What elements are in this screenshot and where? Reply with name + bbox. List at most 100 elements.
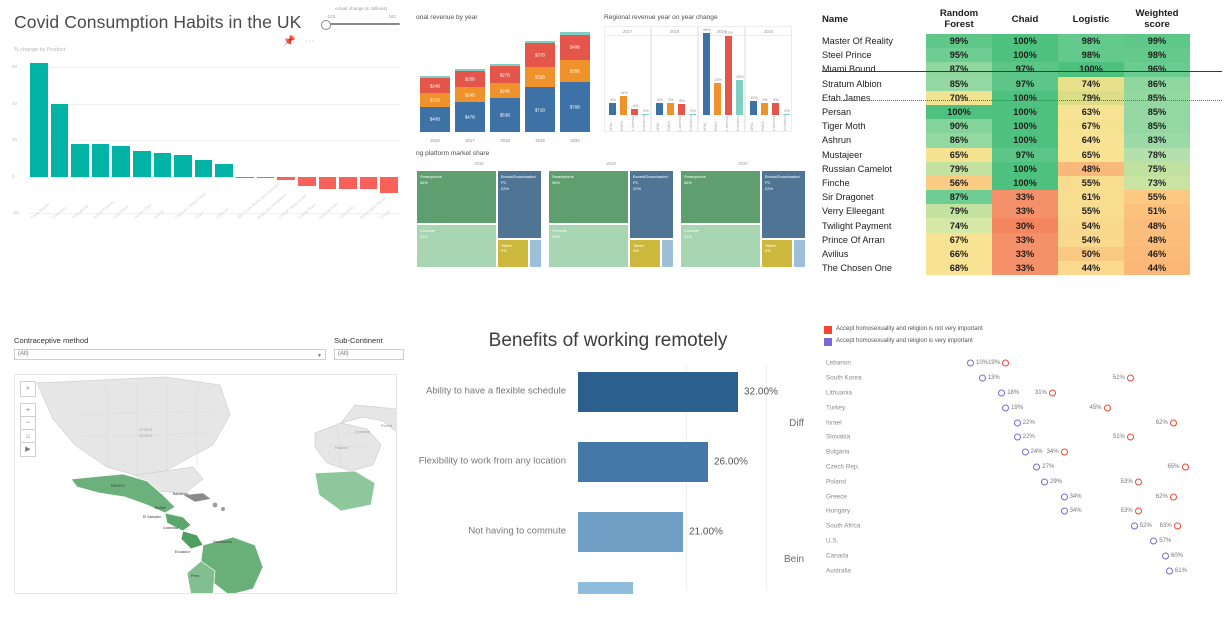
bar-column[interactable] bbox=[297, 58, 316, 213]
bar-column[interactable] bbox=[153, 58, 172, 213]
bar[interactable] bbox=[761, 102, 768, 115]
treemap-tile[interactable]: Console 32% bbox=[548, 223, 629, 268]
bar-column[interactable] bbox=[380, 58, 398, 213]
pin-icon[interactable]: 📌 bbox=[283, 36, 296, 47]
treemap-tile[interactable] bbox=[792, 238, 806, 268]
bar-column[interactable] bbox=[318, 58, 337, 213]
bar-row[interactable]: Not having to commute 21.00% bbox=[408, 504, 808, 560]
dot-row[interactable]: South Africa 52% 63% bbox=[808, 519, 1224, 534]
bar-column[interactable] bbox=[91, 58, 110, 213]
bar[interactable] bbox=[256, 176, 275, 179]
dot-row[interactable]: Lithuania 18% 31% bbox=[808, 386, 1224, 401]
data-point[interactable] bbox=[1134, 478, 1142, 486]
bar[interactable] bbox=[277, 176, 295, 181]
gallery-tile-video-games[interactable]: onal revenue by year Regional revenue ye… bbox=[408, 0, 808, 278]
bar-column[interactable] bbox=[30, 58, 48, 213]
data-point[interactable] bbox=[1126, 433, 1134, 441]
gallery-tile-contraceptive[interactable]: Contraceptive method (All) ▼ Sub-Contine… bbox=[0, 316, 408, 594]
treemap-tile[interactable]: Smartphone 36% bbox=[416, 170, 497, 224]
map-pan-icon[interactable]: ▶ bbox=[20, 442, 36, 457]
treemap-tile[interactable]: Boxed/Downloaded PC 22% bbox=[497, 170, 542, 239]
table-row[interactable]: Twilight Payment 74% 30% 54% 48% bbox=[822, 218, 1190, 233]
bar[interactable] bbox=[30, 63, 48, 177]
data-point[interactable] bbox=[1173, 522, 1181, 530]
bar[interactable] bbox=[215, 163, 234, 177]
bar[interactable] bbox=[689, 114, 696, 115]
bar[interactable] bbox=[783, 114, 790, 115]
bar[interactable] bbox=[112, 145, 131, 177]
treemap-tile[interactable] bbox=[660, 238, 674, 268]
slider-handle[interactable] bbox=[321, 20, 331, 30]
data-point[interactable] bbox=[1126, 374, 1134, 382]
bar[interactable] bbox=[667, 102, 674, 115]
treemap-tile[interactable]: Smartphone 36% bbox=[548, 170, 629, 224]
dot-row[interactable]: Australia 61% bbox=[808, 563, 1224, 578]
data-point[interactable] bbox=[1002, 404, 1010, 412]
bar-column[interactable] bbox=[256, 58, 275, 213]
data-point[interactable] bbox=[1150, 537, 1158, 545]
bar[interactable] bbox=[578, 512, 683, 552]
bar-column[interactable] bbox=[339, 58, 357, 213]
table-column-header[interactable]: Logistic bbox=[1072, 13, 1110, 25]
bar[interactable] bbox=[50, 103, 69, 177]
chevron-down-icon[interactable]: ▼ bbox=[317, 353, 322, 359]
table-column-header[interactable]: Weighted score bbox=[1135, 8, 1179, 30]
dot-row[interactable]: Turkey 19% 45% bbox=[808, 400, 1224, 415]
bar[interactable] bbox=[703, 33, 710, 115]
panel1-actions[interactable]: 📌 ⋯ bbox=[283, 36, 323, 47]
table-row[interactable]: Finche 56% 100% 55% 73% bbox=[822, 175, 1190, 191]
table-row[interactable]: Ashrun 86% 100% 64% 83% bbox=[822, 133, 1190, 148]
bar-row[interactable]: Ability to have a flexible schedule 32.00… bbox=[408, 364, 808, 420]
data-point[interactable] bbox=[1169, 493, 1177, 501]
data-point[interactable] bbox=[1162, 552, 1169, 560]
data-point[interactable] bbox=[1041, 478, 1049, 486]
table-row[interactable]: The Chosen One 68% 33% 44% 44% bbox=[822, 261, 1190, 276]
table-row[interactable]: Steel Prince 95% 100% 98% 98% bbox=[822, 48, 1190, 63]
table-row[interactable]: Mustajeer 65% 97% 65% 78% bbox=[822, 147, 1190, 162]
bar[interactable] bbox=[153, 152, 172, 177]
data-point[interactable] bbox=[1013, 433, 1021, 441]
bar[interactable] bbox=[714, 83, 721, 115]
bar[interactable] bbox=[656, 102, 663, 115]
data-point[interactable] bbox=[1060, 507, 1068, 515]
treemap-tile[interactable]: Console 32% bbox=[416, 223, 497, 268]
table-row[interactable]: Avilius 66% 33% 50% 46% bbox=[822, 246, 1190, 261]
bar-column[interactable] bbox=[112, 58, 131, 213]
bar[interactable] bbox=[578, 372, 738, 412]
data-point[interactable] bbox=[1103, 404, 1111, 412]
bar[interactable] bbox=[620, 95, 627, 115]
dot-row[interactable]: Czech Rep. 27% 65% bbox=[808, 460, 1224, 475]
dot-row[interactable]: Slovakia 22% 51% bbox=[808, 430, 1224, 445]
stacked-bar[interactable]: $25B $24B $47B bbox=[455, 69, 485, 132]
data-point[interactable] bbox=[978, 374, 986, 382]
bar[interactable] bbox=[236, 176, 254, 179]
table-column-header[interactable]: Name bbox=[822, 13, 849, 25]
table-column-header[interactable]: Chaid bbox=[1011, 13, 1039, 25]
dot-row[interactable]: South Korea 13% 51% bbox=[808, 371, 1224, 386]
dot-row[interactable]: Israel 22% 62% bbox=[808, 415, 1224, 430]
data-point[interactable] bbox=[1048, 389, 1056, 397]
gallery-tile-homosexuality[interactable]: Accept homosexuality and religion is not… bbox=[808, 316, 1224, 594]
bar[interactable] bbox=[318, 176, 337, 190]
gallery-tile-melbourne-cup[interactable]: Name Random Forest Chaid Logistic Weighted s… bbox=[808, 0, 1224, 278]
treemap-tile[interactable]: Tablet 9% bbox=[497, 238, 529, 268]
table-row[interactable]: Stratum Albion 85% 97% 74% 86% bbox=[822, 76, 1190, 91]
map-search-icon[interactable]: ⌕ bbox=[20, 381, 36, 397]
table-row[interactable]: Tiger Moth 90% 100% 67% 85% bbox=[822, 119, 1190, 134]
bar[interactable] bbox=[642, 114, 649, 115]
sub-continent-select[interactable]: (All) bbox=[334, 349, 404, 360]
bar[interactable] bbox=[725, 35, 732, 115]
bar-column[interactable] bbox=[133, 58, 151, 213]
bar-column[interactable] bbox=[174, 58, 192, 213]
data-point[interactable] bbox=[967, 359, 974, 367]
bar[interactable] bbox=[736, 80, 743, 115]
bar[interactable] bbox=[71, 143, 89, 177]
data-point[interactable] bbox=[1021, 448, 1029, 456]
dot-row[interactable]: Lebanon 10% 19% bbox=[808, 356, 1224, 371]
treemap-tile[interactable]: Tablet 8% bbox=[761, 238, 793, 268]
table-row[interactable]: Prince Of Arran 67% 33% 54% 48% bbox=[822, 232, 1190, 247]
bar[interactable] bbox=[609, 102, 616, 115]
treemap-tile[interactable]: Boxed/Downloaded PC 22% bbox=[761, 170, 806, 239]
world-map[interactable]: United States Mexico Belize El Salvador … bbox=[14, 374, 397, 594]
bar[interactable] bbox=[297, 176, 316, 186]
